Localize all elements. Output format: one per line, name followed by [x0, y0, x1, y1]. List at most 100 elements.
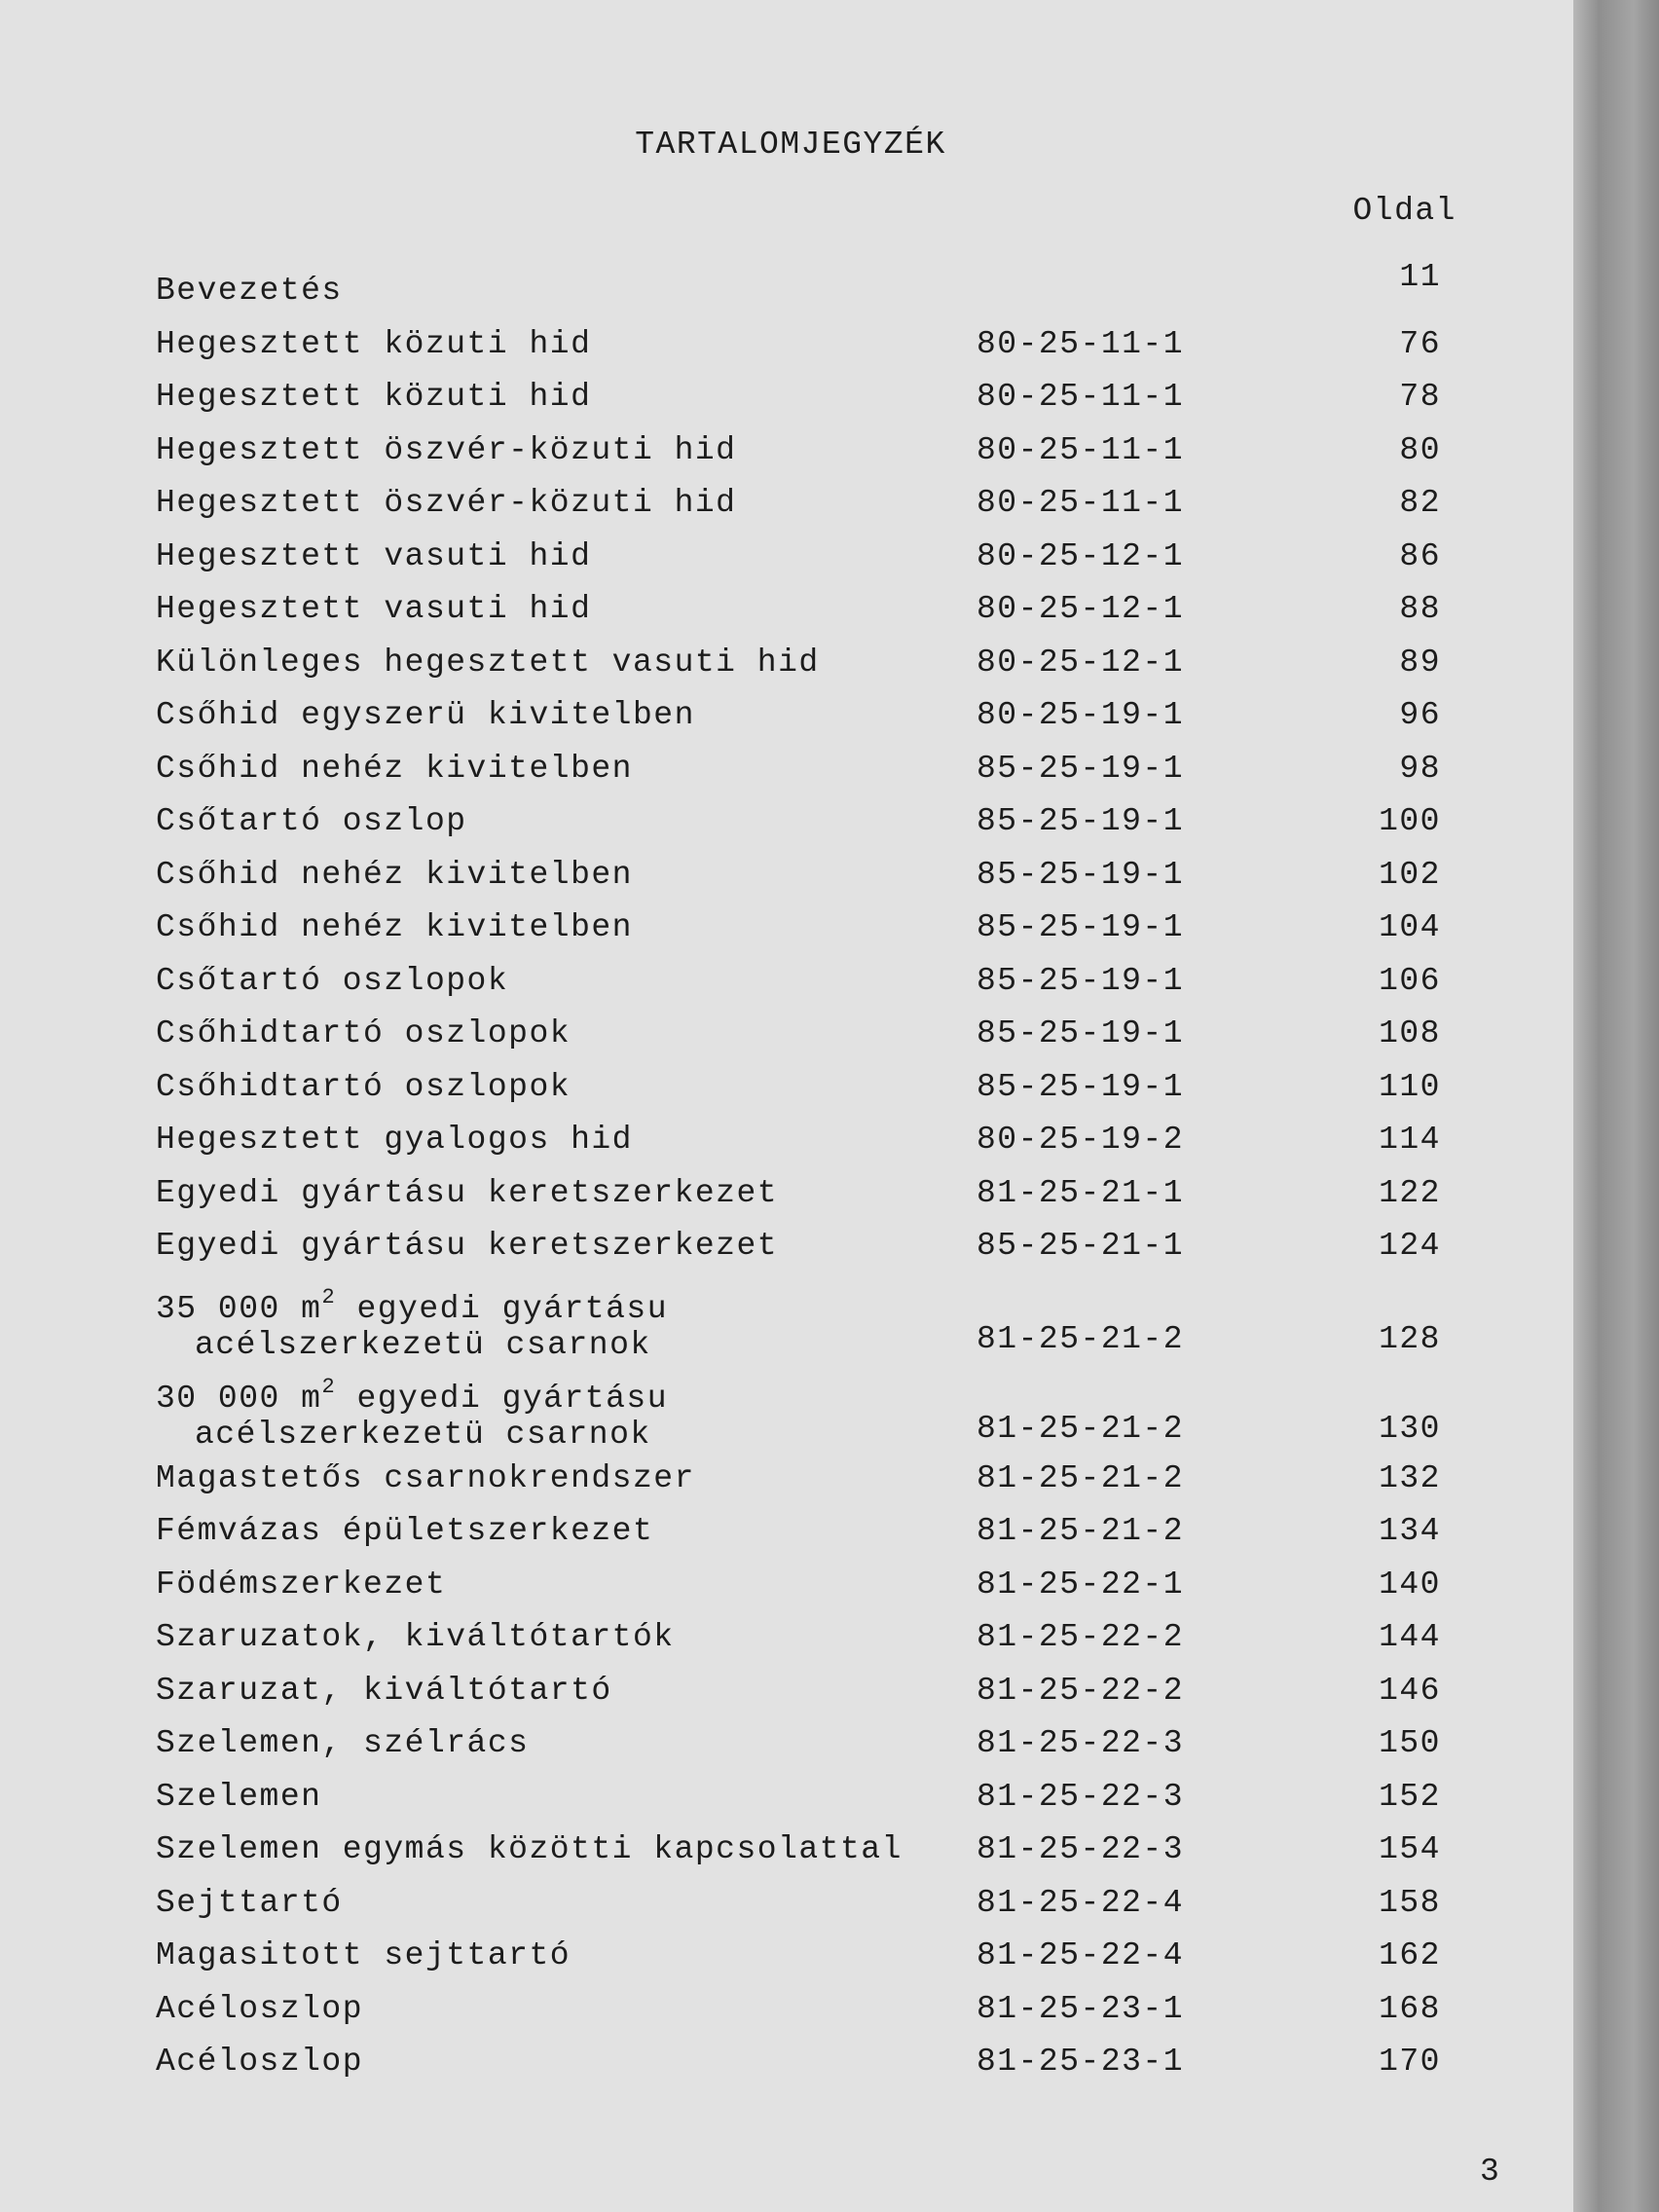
- entry-title: Csőtartó oszlopok: [156, 962, 509, 999]
- entry-code: 81-25-21-2: [977, 1459, 1185, 1496]
- entry-code: 85-25-19-1: [977, 1068, 1185, 1105]
- entry-page: 98: [1399, 750, 1441, 787]
- entry-title: Hegesztett öszvér-közuti hid: [156, 485, 737, 521]
- entry-page: 106: [1379, 962, 1441, 999]
- entry-title: Csőtartó oszlop: [156, 803, 467, 839]
- entry-code: 85-25-19-1: [977, 909, 1185, 945]
- title-text: egyedi gyártásu: [336, 1380, 668, 1417]
- entry-title: acélszerkezetü csarnok: [195, 1416, 651, 1453]
- entry-title: Magastetős csarnokrendszer: [156, 1459, 695, 1496]
- entry-code: 80-25-11-1: [977, 485, 1185, 521]
- entry-code: 81-25-23-1: [977, 2044, 1185, 2080]
- entry-code: 80-25-11-1: [977, 325, 1185, 362]
- entry-title: acélszerkezetü csarnok: [195, 1326, 651, 1363]
- entry-title: Hegesztett öszvér-közuti hid: [156, 431, 737, 468]
- entry-page: 78: [1399, 379, 1441, 415]
- entry-page: 162: [1379, 1937, 1441, 1973]
- entry-page: 89: [1399, 644, 1441, 681]
- entry-page: 122: [1379, 1174, 1441, 1211]
- entry-title: Szelemen, szélrács: [156, 1725, 530, 1761]
- heading: TARTALOMJEGYZÉK: [635, 127, 946, 163]
- entry-title: Szaruzat, kiváltótartó: [156, 1672, 612, 1709]
- entry-code: 85-25-19-1: [977, 962, 1185, 999]
- entry-code: 85-25-19-1: [977, 750, 1185, 787]
- entry-page: 158: [1379, 1884, 1441, 1921]
- entry-page: 76: [1399, 325, 1441, 362]
- entry-title: Csőhid nehéz kivitelben: [156, 909, 633, 945]
- entry-title: Csőhid egyszerü kivitelben: [156, 697, 695, 733]
- entry-page: 108: [1379, 1015, 1441, 1051]
- superscript: 2: [321, 1374, 337, 1399]
- entry-code: 81-25-22-4: [977, 1937, 1185, 1973]
- entry-code: 85-25-19-1: [977, 1015, 1185, 1051]
- entry-page: 170: [1379, 2044, 1441, 2080]
- entry-code: 80-25-19-2: [977, 1122, 1185, 1158]
- entry-page: 104: [1379, 909, 1441, 945]
- entry-page: 168: [1379, 1990, 1441, 2027]
- entry-code: 80-25-11-1: [977, 431, 1185, 468]
- entry-code: 80-25-19-1: [977, 697, 1185, 733]
- title-text: egyedi gyártásu: [336, 1290, 668, 1327]
- column-header: Oldal: [1352, 193, 1456, 229]
- entry-page: 134: [1379, 1513, 1441, 1549]
- entry-page: 124: [1379, 1228, 1441, 1264]
- entry-title: Csőhidtartó oszlopok: [156, 1068, 571, 1105]
- entry-title: Hegesztett vasuti hid: [156, 591, 592, 627]
- entry-title: Szaruzatok, kiváltótartók: [156, 1619, 675, 1655]
- entry-title: Acéloszlop: [156, 1990, 364, 2027]
- entry-code: 81-25-21-2: [977, 1320, 1185, 1357]
- entry-page: 154: [1379, 1831, 1441, 1867]
- entry-title: Egyedi gyártásu keretszerkezet: [156, 1174, 779, 1211]
- entry-title: Fémvázas épületszerkezet: [156, 1513, 654, 1549]
- entry-code: 81-25-21-2: [977, 1410, 1185, 1447]
- entry-page: 11: [1399, 259, 1441, 295]
- entry-title: Hegesztett gyalogos hid: [156, 1122, 633, 1158]
- entry-title: Magasitott sejttartó: [156, 1937, 571, 1973]
- entry-title: Különleges hegesztett vasuti hid: [156, 644, 820, 681]
- entry-code: 81-25-21-2: [977, 1513, 1185, 1549]
- entry-page: 128: [1379, 1320, 1441, 1357]
- entry-page: 146: [1379, 1672, 1441, 1709]
- entry-title: Sejttartó: [156, 1884, 343, 1921]
- entry-page: 110: [1379, 1068, 1441, 1105]
- entry-code: 80-25-12-1: [977, 537, 1185, 574]
- entry-title: Egyedi gyártásu keretszerkezet: [156, 1228, 779, 1264]
- entry-title: Szelemen: [156, 1778, 322, 1815]
- entry-code: 80-25-12-1: [977, 591, 1185, 627]
- entry-page: 88: [1399, 591, 1441, 627]
- entry-title: Hegesztett közuti hid: [156, 379, 592, 415]
- entry-code: 81-25-22-1: [977, 1566, 1185, 1603]
- page-number: 3: [1480, 2154, 1501, 2190]
- entry-code: 81-25-22-4: [977, 1884, 1185, 1921]
- entry-title: 35 000 m2 egyedi gyártásu: [156, 1285, 668, 1327]
- entry-title: Szelemen egymás közötti kapcsolattal: [156, 1831, 903, 1867]
- entry-code: 81-25-23-1: [977, 1990, 1185, 2027]
- entry-page: 102: [1379, 856, 1441, 893]
- superscript: 2: [321, 1284, 337, 1309]
- entry-code: 85-25-19-1: [977, 803, 1185, 839]
- entry-code: 81-25-22-3: [977, 1778, 1185, 1815]
- entry-code: 80-25-12-1: [977, 644, 1185, 681]
- entry-code: 81-25-22-3: [977, 1831, 1185, 1867]
- entry-page: 150: [1379, 1725, 1441, 1761]
- entry-code: 81-25-22-3: [977, 1725, 1185, 1761]
- entry-page: 140: [1379, 1566, 1441, 1603]
- entry-title: Csőhid nehéz kivitelben: [156, 750, 633, 787]
- entry-code: 80-25-11-1: [977, 379, 1185, 415]
- entry-title: Hegesztett vasuti hid: [156, 537, 592, 574]
- entry-code: 81-25-22-2: [977, 1619, 1185, 1655]
- title-text: 30 000 m: [156, 1380, 322, 1417]
- entry-page: 132: [1379, 1459, 1441, 1496]
- entry-page: 96: [1399, 697, 1441, 733]
- entry-page: 86: [1399, 537, 1441, 574]
- entry-title: Csőhidtartó oszlopok: [156, 1015, 571, 1051]
- entry-page: 144: [1379, 1619, 1441, 1655]
- entry-code: 81-25-21-1: [977, 1174, 1185, 1211]
- entry-page: 80: [1399, 431, 1441, 468]
- entry-title: Födémszerkezet: [156, 1566, 447, 1603]
- entry-title: Hegesztett közuti hid: [156, 325, 592, 362]
- title-text: 35 000 m: [156, 1290, 322, 1327]
- entry-page: 114: [1379, 1122, 1441, 1158]
- entry-title: 30 000 m2 egyedi gyártásu: [156, 1375, 668, 1417]
